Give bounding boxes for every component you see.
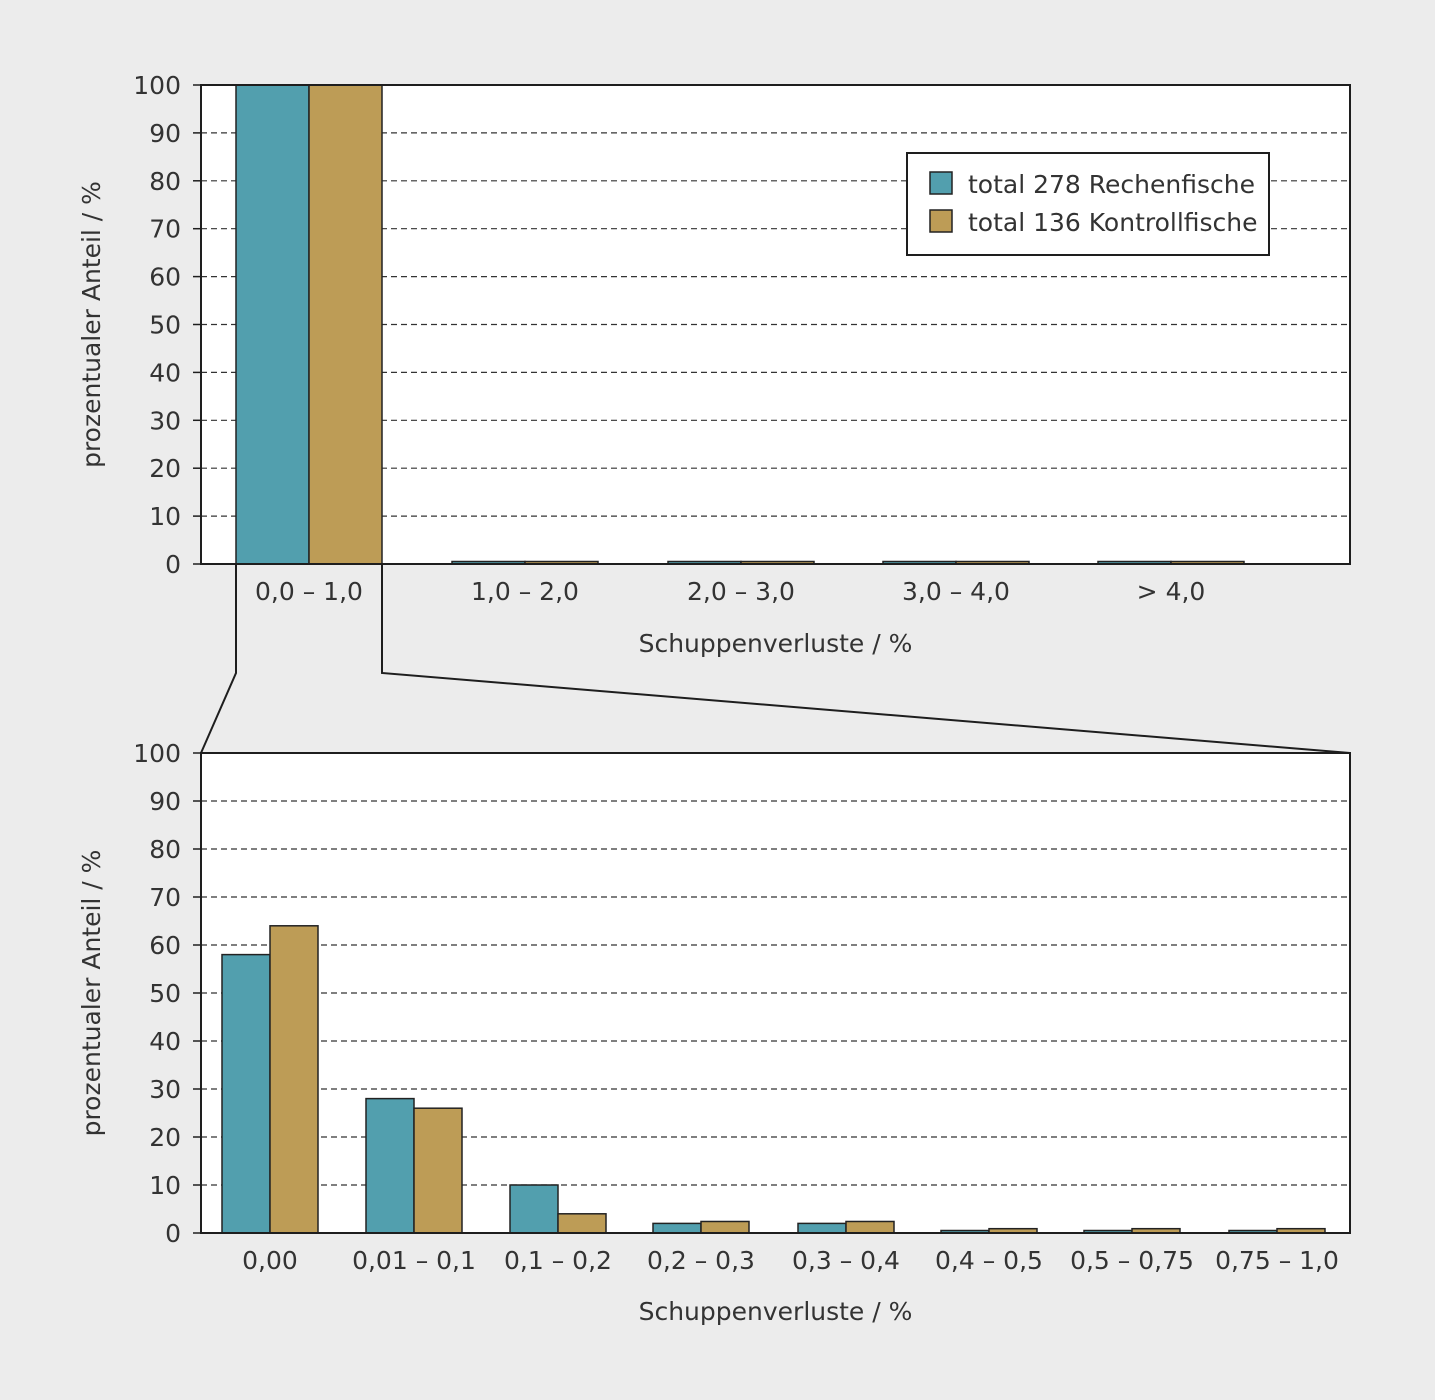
x-tick-label: 2,0 – 3,0 [687, 577, 795, 606]
y-tick-label: 30 [149, 1075, 181, 1104]
x-tick-label: > 4,0 [1137, 577, 1206, 606]
x-tick-label: 0,2 – 0,3 [647, 1246, 755, 1275]
y-tick-label: 100 [133, 739, 181, 768]
bar-rechenfische [797, 1222, 847, 1234]
y-tick-label: 90 [149, 119, 181, 148]
legend-label: total 278 Rechenfische [968, 170, 1255, 199]
y-tick-label: 90 [149, 787, 181, 816]
bar-kontrollfische [269, 925, 319, 1234]
y-tick-label: 0 [165, 1219, 181, 1248]
bar-kontrollfische [413, 1107, 463, 1234]
legend-box [906, 152, 1270, 256]
x-tick-label: 3,0 – 4,0 [902, 577, 1010, 606]
y-tick-label: 80 [149, 835, 181, 864]
legend-label: total 136 Kontrollfische [968, 208, 1258, 237]
zoom-line-right [381, 564, 1351, 754]
plot-frame [200, 752, 1351, 1234]
y-tick-label: 70 [149, 883, 181, 912]
bar-rechenfische [365, 1097, 415, 1234]
y-axis-label: prozentualer Anteil / % [77, 850, 106, 1137]
legend-swatch [929, 209, 953, 233]
y-axis-label: prozentualer Anteil / % [77, 181, 106, 468]
y-tick-label: 100 [133, 71, 181, 100]
bar-rechenfische [221, 953, 271, 1234]
y-tick-label: 20 [149, 454, 181, 483]
bars [235, 84, 1245, 565]
bars [221, 925, 1326, 1234]
bar-kontrollfische [557, 1213, 607, 1234]
x-tick-label: 0,01 – 0,1 [352, 1246, 476, 1275]
bar-rechenfische [509, 1184, 559, 1234]
y-tick-label: 60 [149, 263, 181, 292]
x-tick-label: 0,0 – 1,0 [255, 577, 363, 606]
x-tick-label: 0,75 – 1,0 [1215, 1246, 1339, 1275]
y-tick-label: 80 [149, 167, 181, 196]
bar-kontrollfische [700, 1220, 750, 1234]
x-axis-label: Schuppenverluste / % [639, 1297, 913, 1326]
y-tick-label: 70 [149, 215, 181, 244]
x-tick-label: 1,0 – 2,0 [471, 577, 579, 606]
y-tick-label: 50 [149, 311, 181, 340]
y-tick-label: 10 [149, 502, 181, 531]
y-tick-label: 10 [149, 1171, 181, 1200]
bar-kontrollfische [308, 84, 383, 565]
legend: total 278 Rechenfische total 136 Kontroll… [906, 152, 1270, 256]
plot-frame [200, 84, 1351, 565]
zoom-line-left [200, 564, 237, 754]
y-tick-label: 40 [149, 1027, 181, 1056]
bar-kontrollfische [845, 1220, 895, 1234]
bottom-chart: 0 10 20 30 40 50 60 70 80 90 100 0,00 0,01 – 0,1 0,1 … [77, 739, 1351, 1326]
y-tick-label: 40 [149, 358, 181, 387]
bar-rechenfische [235, 84, 310, 565]
x-tick-label: 0,5 – 0,75 [1070, 1246, 1194, 1275]
legend-swatch [929, 171, 953, 195]
y-tick-label: 20 [149, 1123, 181, 1152]
bar-rechenfische [652, 1222, 702, 1234]
x-tick-label: 0,4 – 0,5 [935, 1246, 1043, 1275]
zoom-connector [200, 564, 1351, 754]
x-tick-label: 0,00 [242, 1246, 298, 1275]
x-axis-label: Schuppenverluste / % [639, 629, 913, 658]
y-tick-label: 60 [149, 931, 181, 960]
y-tick-label: 50 [149, 979, 181, 1008]
y-tick-label: 30 [149, 406, 181, 435]
x-tick-label: 0,3 – 0,4 [792, 1246, 900, 1275]
x-tick-label: 0,1 – 0,2 [504, 1246, 612, 1275]
y-tick-label: 0 [165, 550, 181, 579]
